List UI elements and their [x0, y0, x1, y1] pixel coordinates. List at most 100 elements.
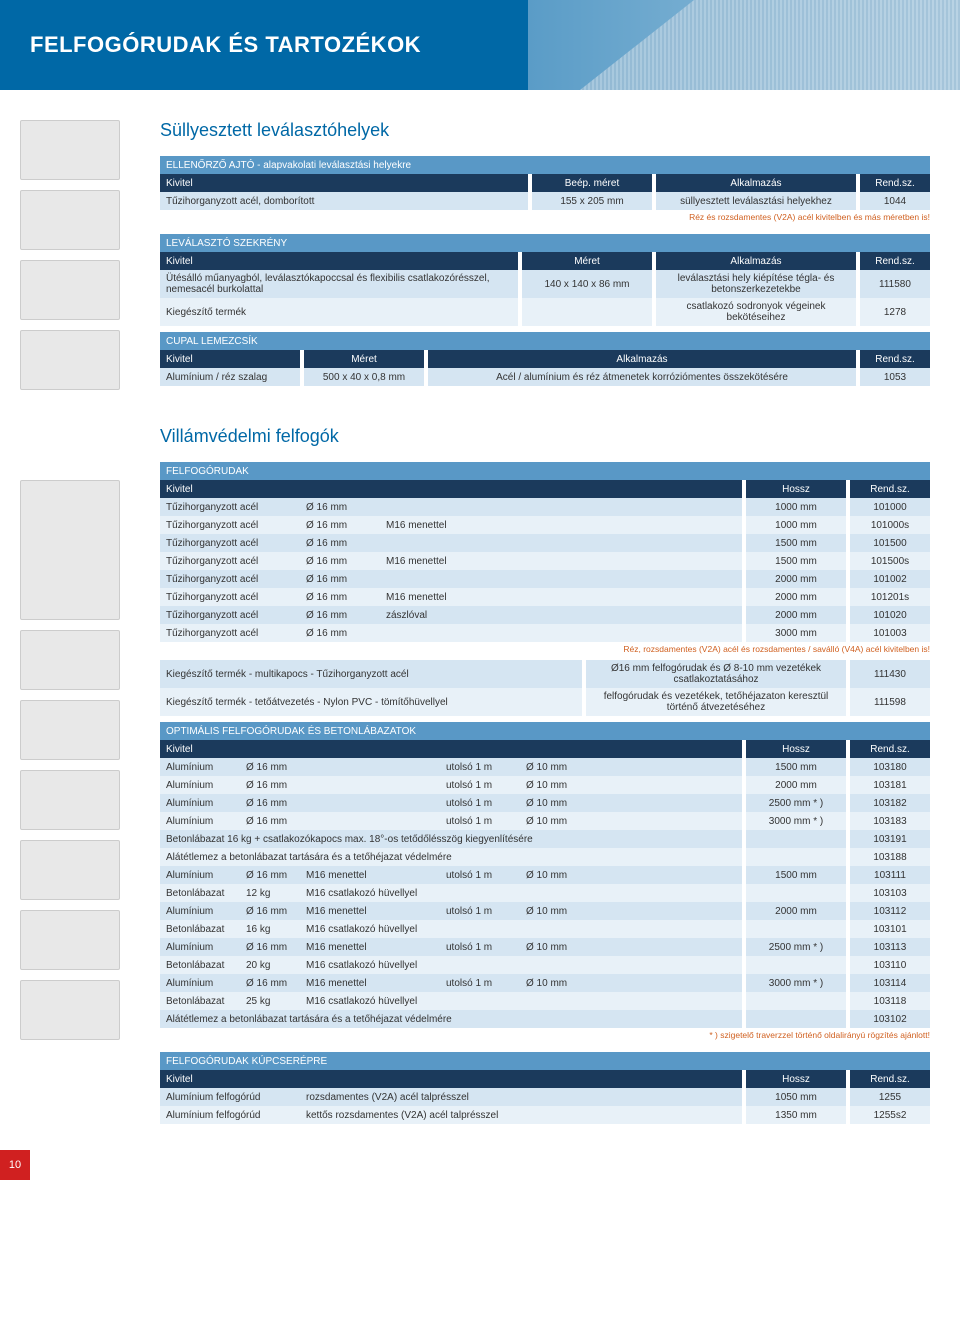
- cell: utolsó 1 m: [440, 776, 520, 794]
- cell: [520, 884, 742, 902]
- cell: Betonlábazat 16 kg + csatlakozókapocs ma…: [160, 830, 742, 848]
- cell: Tűzihorganyzott acél: [160, 570, 300, 588]
- cell: [300, 794, 440, 812]
- cell: 111430: [850, 660, 930, 688]
- cell: 103191: [850, 830, 930, 848]
- cell: 2000 mm: [746, 776, 846, 794]
- cell: Ø 16 mm: [300, 498, 380, 516]
- cell: Ø 16 mm: [300, 516, 380, 534]
- cell: Ø 16 mm: [240, 794, 300, 812]
- cell: 1278: [860, 298, 930, 326]
- cell: 20 kg: [240, 956, 300, 974]
- cell: Ø 10 mm: [520, 758, 742, 776]
- col-header: Rend.sz.: [860, 252, 930, 270]
- col-header: Kivitel: [160, 480, 742, 498]
- footnote: Réz és rozsdamentes (V2A) acél kivitelbe…: [160, 210, 930, 228]
- cell: M16 menettel: [300, 938, 440, 956]
- cell: Ø 10 mm: [520, 974, 742, 992]
- cell: 3000 mm * ): [746, 974, 846, 992]
- cell: Alumínium: [160, 812, 240, 830]
- cell: [746, 1010, 846, 1028]
- cell: [380, 624, 742, 642]
- cell: Ø 10 mm: [520, 902, 742, 920]
- cell: [522, 298, 652, 326]
- col-header: Rend.sz.: [850, 1070, 930, 1088]
- cell: 155 x 205 mm: [532, 192, 652, 210]
- table-row: Tűzihorganyzott acélØ 16 mmM16 menettel1…: [160, 516, 930, 534]
- cell: 103118: [850, 992, 930, 1010]
- cell: 1500 mm: [746, 552, 846, 570]
- header-banner: FELFOGÓRUDAK ÉS TARTOZÉKOK: [0, 0, 960, 90]
- table-row: Tűzihorganyzott acélØ 16 mm1500 mm101500: [160, 534, 930, 552]
- cell: rozsdamentes (V2A) acél talprésszel: [300, 1088, 742, 1106]
- cell: [380, 534, 742, 552]
- col-header: Hossz: [746, 1070, 846, 1088]
- cell: 103182: [850, 794, 930, 812]
- cell: M16 menettel: [380, 588, 742, 606]
- col-header: Kivitel: [160, 174, 528, 192]
- table-row: Alumínium felfogórúdrozsdamentes (V2A) a…: [160, 1088, 930, 1106]
- cell: Ø 16 mm: [240, 776, 300, 794]
- cell: M16 csatlakozó hüvellyel: [300, 992, 440, 1010]
- page-container: FELFOGÓRUDAK ÉS TARTOZÉKOK Süllyesztett …: [0, 0, 960, 1180]
- col-header: Kivitel: [160, 1070, 742, 1088]
- cell: [746, 884, 846, 902]
- section-title: Süllyesztett leválasztóhelyek: [160, 120, 930, 141]
- table-row: Tűzihorganyzott acélØ 16 mm2000 mm101002: [160, 570, 930, 588]
- cell: 111598: [850, 688, 930, 716]
- product-image: [20, 480, 120, 620]
- table-row: Alátétlemez a betonlábazat tartására és …: [160, 1010, 930, 1028]
- cell: 101003: [850, 624, 930, 642]
- cell: 1000 mm: [746, 498, 846, 516]
- table-row: Betonlábazat16 kgM16 csatlakozó hüvellye…: [160, 920, 930, 938]
- cell: 101000s: [850, 516, 930, 534]
- cell: [746, 992, 846, 1010]
- cell: 101500s: [850, 552, 930, 570]
- cell: Ø 10 mm: [520, 776, 742, 794]
- table-row: Kiegészítő termék - multikapocs - Tűziho…: [160, 660, 930, 688]
- cell: süllyesztett leválasztási helyekhez: [656, 192, 856, 210]
- cell: Ø 16 mm: [240, 938, 300, 956]
- left-image-column: [20, 120, 150, 1050]
- table-row: AlumíniumØ 16 mmutolsó 1 mØ 10 mm2500 mm…: [160, 794, 930, 812]
- cell: 101500: [850, 534, 930, 552]
- content-area: Süllyesztett leválasztóhelyek ELLENŐRZŐ …: [0, 90, 960, 1150]
- table-row: Alátétlemez a betonlábazat tartására és …: [160, 848, 930, 866]
- cell: 1255: [850, 1088, 930, 1106]
- cell: Ø 16 mm: [240, 812, 300, 830]
- cell: [440, 956, 520, 974]
- table-row: Betonlábazat25 kgM16 csatlakozó hüvellye…: [160, 992, 930, 1010]
- cell: Tűzihorganyzott acél: [160, 624, 300, 642]
- cell: Kiegészítő termék - tetőátvezetés - Nylo…: [160, 688, 582, 716]
- cell: Ø 16 mm: [300, 624, 380, 642]
- cell: Tűzihorganyzott acél, domborított: [160, 192, 528, 210]
- cell: 2000 mm: [746, 588, 846, 606]
- cell: 3000 mm * ): [746, 812, 846, 830]
- cell: [746, 830, 846, 848]
- product-image: [20, 840, 120, 900]
- cell: Ø16 mm felfogórudak és Ø 8-10 mm vezeték…: [586, 660, 846, 688]
- cell: utolsó 1 m: [440, 758, 520, 776]
- cell: [380, 570, 742, 588]
- cell: 101020: [850, 606, 930, 624]
- cell: 103188: [850, 848, 930, 866]
- cell: Betonlábazat: [160, 992, 240, 1010]
- cell: utolsó 1 m: [440, 794, 520, 812]
- cell: 2500 mm * ): [746, 794, 846, 812]
- cell: 3000 mm: [746, 624, 846, 642]
- table-row: Tűzihorganyzott acélØ 16 mm1000 mm101000: [160, 498, 930, 516]
- cell: Acél / alumínium és réz átmenetek korróz…: [428, 368, 856, 386]
- col-header: Kivitel: [160, 740, 742, 758]
- table-row: Tűzihorganyzott acélØ 16 mmM16 menettel1…: [160, 552, 930, 570]
- cell: Betonlábazat: [160, 884, 240, 902]
- cell: Alátétlemez a betonlábazat tartására és …: [160, 848, 742, 866]
- product-image: [20, 700, 120, 760]
- cell: Tűzihorganyzott acél: [160, 516, 300, 534]
- cell: 103113: [850, 938, 930, 956]
- product-image: [20, 910, 120, 970]
- cell: kettős rozsdamentes (V2A) acél talpréssz…: [300, 1106, 742, 1124]
- cell: Alumínium: [160, 776, 240, 794]
- product-image: [20, 120, 120, 180]
- cell: [746, 848, 846, 866]
- product-image: [20, 630, 120, 690]
